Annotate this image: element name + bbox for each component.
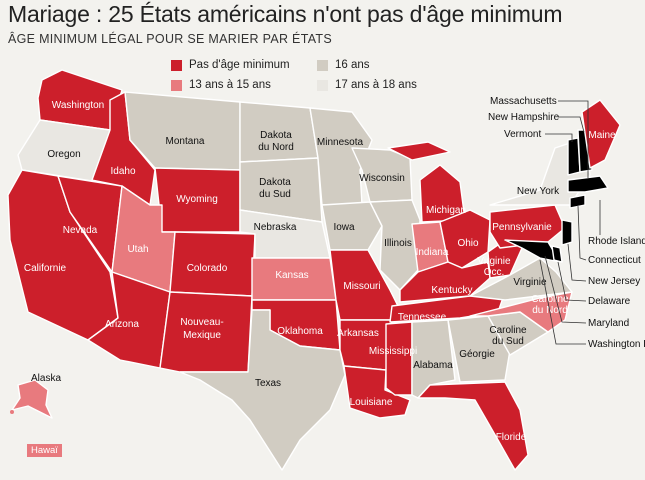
state-michigan-lower[interactable] — [419, 164, 466, 223]
legend-item-17-18: 17 ans à 18 ans — [317, 79, 417, 91]
label-tennessee: Tennessee — [398, 312, 447, 323]
callout-maryland: Maryland — [588, 318, 629, 329]
label-mississippi: Mississippi — [369, 346, 417, 357]
label-virginia: Virginie — [513, 277, 547, 288]
label-west-virginia-2: Occ. — [484, 267, 505, 278]
label-new-mexico-2: Mexique — [183, 330, 221, 341]
legend-item-13-15: 13 ans à 15 ans — [171, 79, 271, 91]
label-arizona: Arizona — [105, 319, 139, 330]
label-montana: Montana — [166, 136, 205, 147]
label-north-carolina-1: Caroline — [531, 294, 569, 305]
state-illinois[interactable] — [369, 199, 421, 291]
label-minnesota: Minnesota — [317, 137, 364, 148]
callout-connecticut: Connecticut — [588, 255, 641, 266]
leader-new-hampshire — [558, 116, 585, 133]
label-wyoming: Wyoming — [176, 194, 218, 205]
legend-label-17-18: 17 ans à 18 ans — [335, 79, 417, 91]
state-iowa[interactable] — [321, 201, 383, 251]
label-arkansas: Arkansas — [337, 328, 379, 339]
legend-swatch-13-15 — [171, 79, 182, 91]
callout-new-hampshire: New Hampshire — [488, 112, 560, 123]
state-delaware[interactable] — [551, 245, 563, 263]
label-washington: Washington — [52, 100, 104, 111]
callout-vermont: Vermont — [504, 129, 541, 140]
label-south-carolina-2: du Sud — [492, 336, 524, 347]
label-missouri: Missouri — [343, 281, 380, 292]
state-maine[interactable] — [581, 99, 621, 169]
state-maryland[interactable] — [504, 239, 561, 263]
label-wisconsin: Wisconsin — [359, 173, 405, 184]
callout-massachusetts: Massachusetts — [490, 96, 557, 107]
legend-item-none: Pas d'âge minimum — [171, 59, 290, 71]
label-maine: Maine — [588, 130, 616, 141]
label-georgia: Géorgie — [459, 349, 495, 360]
label-texas: Texas — [255, 378, 281, 389]
label-nebraska: Nebraska — [254, 222, 297, 233]
hawaii-tag: Hawaï — [27, 444, 62, 457]
legend-label-16: 16 ans — [335, 59, 370, 71]
map-title: Mariage : 25 États américains n'ont pas … — [8, 1, 563, 27]
label-colorado: Colorado — [187, 263, 228, 274]
state-alaska-island[interactable] — [10, 410, 14, 414]
leader-vermont — [545, 133, 573, 142]
state-massachusetts[interactable] — [567, 175, 609, 193]
label-california: Californie — [24, 263, 67, 274]
state-minnesota[interactable] — [309, 107, 373, 206]
label-oklahoma: Oklahoma — [277, 326, 323, 337]
callout-rhode-island: Rhode Island — [588, 236, 645, 247]
label-kentucky: Kentucky — [431, 285, 472, 296]
label-michigan: Michigan — [426, 205, 466, 216]
label-indiana: Indiana — [416, 247, 449, 258]
state-alaska[interactable] — [11, 379, 53, 419]
state-kentucky[interactable] — [399, 261, 491, 303]
state-north-carolina[interactable] — [469, 291, 573, 333]
legend-swatch-16 — [317, 59, 328, 71]
label-south-dakota-2: du Sud — [259, 189, 291, 200]
callout-washington-dc: Washington DC — [588, 339, 645, 350]
callout-delaware: Delaware — [588, 296, 631, 307]
label-illinois: Illinois — [384, 238, 412, 249]
label-new-york: New York — [517, 186, 560, 197]
label-oregon: Oregon — [47, 149, 80, 160]
label-alabama: Alabama — [413, 360, 453, 371]
legend-item-16: 16 ans — [317, 59, 370, 71]
label-west-virginia-1: Virginie — [477, 256, 511, 267]
legend-label-none: Pas d'âge minimum — [189, 59, 290, 71]
label-idaho: Idaho — [110, 166, 135, 177]
state-florida[interactable] — [417, 381, 529, 471]
label-north-dakota-2: du Nord — [258, 142, 294, 153]
label-iowa: Iowa — [333, 222, 355, 233]
state-connecticut[interactable] — [569, 194, 586, 209]
label-nevada: Nevada — [63, 225, 98, 236]
label-south-dakota-1: Dakota — [259, 177, 291, 188]
state-mississippi[interactable] — [385, 321, 413, 396]
label-alaska: Alaska — [31, 373, 61, 384]
label-south-carolina-1: Caroline — [489, 325, 527, 336]
leader-new-jersey — [567, 243, 587, 282]
leader-delaware — [557, 261, 587, 302]
state-texas[interactable] — [179, 309, 346, 471]
label-louisiana: Louisiane — [350, 397, 393, 408]
label-new-mexico-1: Nouveau- — [180, 317, 223, 328]
leader-maryland — [544, 255, 587, 324]
legend-swatch-17-18 — [317, 79, 328, 91]
leader-washington-dc — [539, 259, 586, 345]
label-ohio: Ohio — [457, 238, 479, 249]
label-pennsylvania: Pennsylvanie — [492, 222, 552, 233]
legend-swatch-none — [171, 59, 182, 71]
leader-connecticut — [577, 205, 587, 261]
map-subtitle: ÂGE MINIMUM LÉGAL POUR SE MARIER PAR ÉTA… — [8, 32, 332, 46]
label-kansas: Kansas — [275, 270, 308, 281]
label-north-dakota-1: Dakota — [260, 130, 292, 141]
label-utah: Utah — [127, 244, 148, 255]
leader-massachusetts — [558, 100, 589, 178]
label-florida: Floride — [496, 432, 527, 443]
state-new-jersey[interactable] — [561, 219, 573, 246]
callout-new-jersey: New Jersey — [588, 276, 640, 287]
legend-label-13-15: 13 ans à 15 ans — [189, 79, 271, 91]
state-michigan[interactable] — [387, 141, 451, 161]
